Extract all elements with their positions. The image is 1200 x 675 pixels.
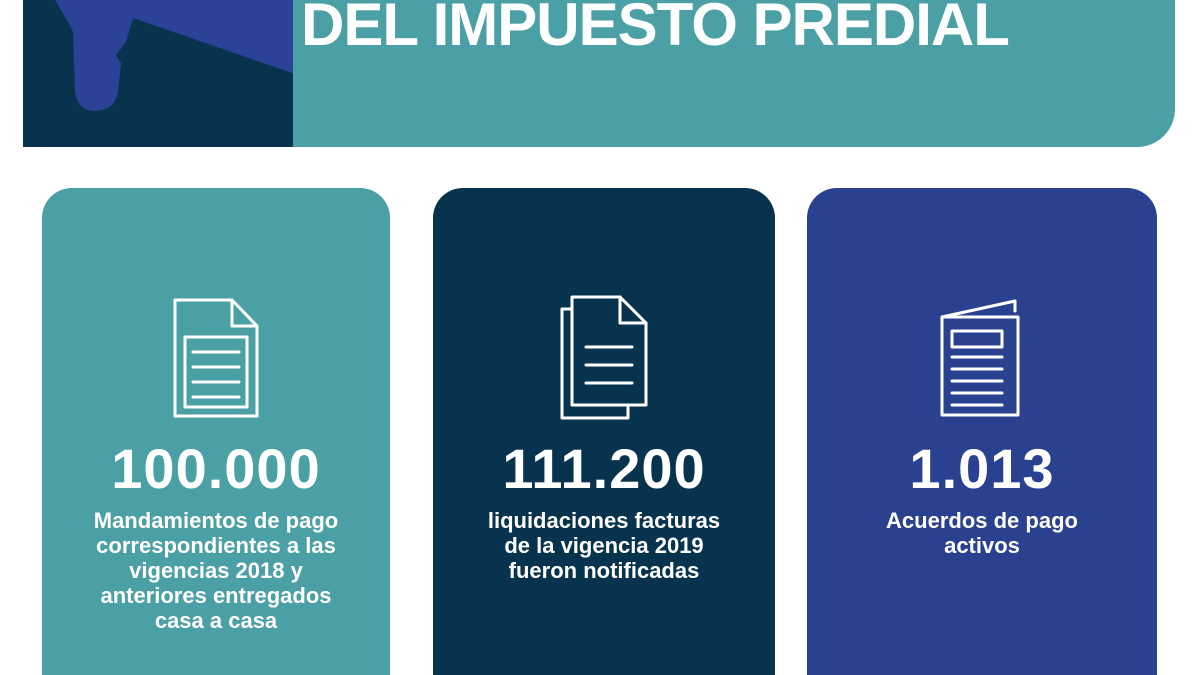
document-icon xyxy=(173,298,259,418)
stat-card-acuerdos: 1.013 Acuerdos de pago activos xyxy=(807,188,1157,675)
stat-description: Mandamientos de pago correspondientes a … xyxy=(93,508,339,633)
card-icon-wrap xyxy=(42,294,390,422)
stat-description: Acuerdos de pago activos xyxy=(886,508,1078,558)
card-icon-wrap xyxy=(433,294,775,422)
stat-card-liquidaciones: 111.200 liquidaciones facturas de la vig… xyxy=(433,188,775,675)
stat-value: 100.000 xyxy=(111,437,321,500)
cropped-arm-illustration-icon xyxy=(55,0,293,111)
stat-value: 1.013 xyxy=(909,437,1055,500)
header-illustration xyxy=(23,0,293,147)
stat-description: liquidaciones facturas de la vigencia 20… xyxy=(487,508,721,583)
stat-card-mandamientos: 100.000 Mandamientos de pago correspondi… xyxy=(42,188,390,675)
header-band: DEL IMPUESTO PREDIAL xyxy=(293,0,1175,147)
card-icon-wrap xyxy=(807,294,1157,422)
stat-value: 111.200 xyxy=(502,437,706,500)
page-title: DEL IMPUESTO PREDIAL xyxy=(301,0,1010,58)
documents-stack-icon xyxy=(560,295,648,420)
booklet-icon xyxy=(940,299,1020,417)
